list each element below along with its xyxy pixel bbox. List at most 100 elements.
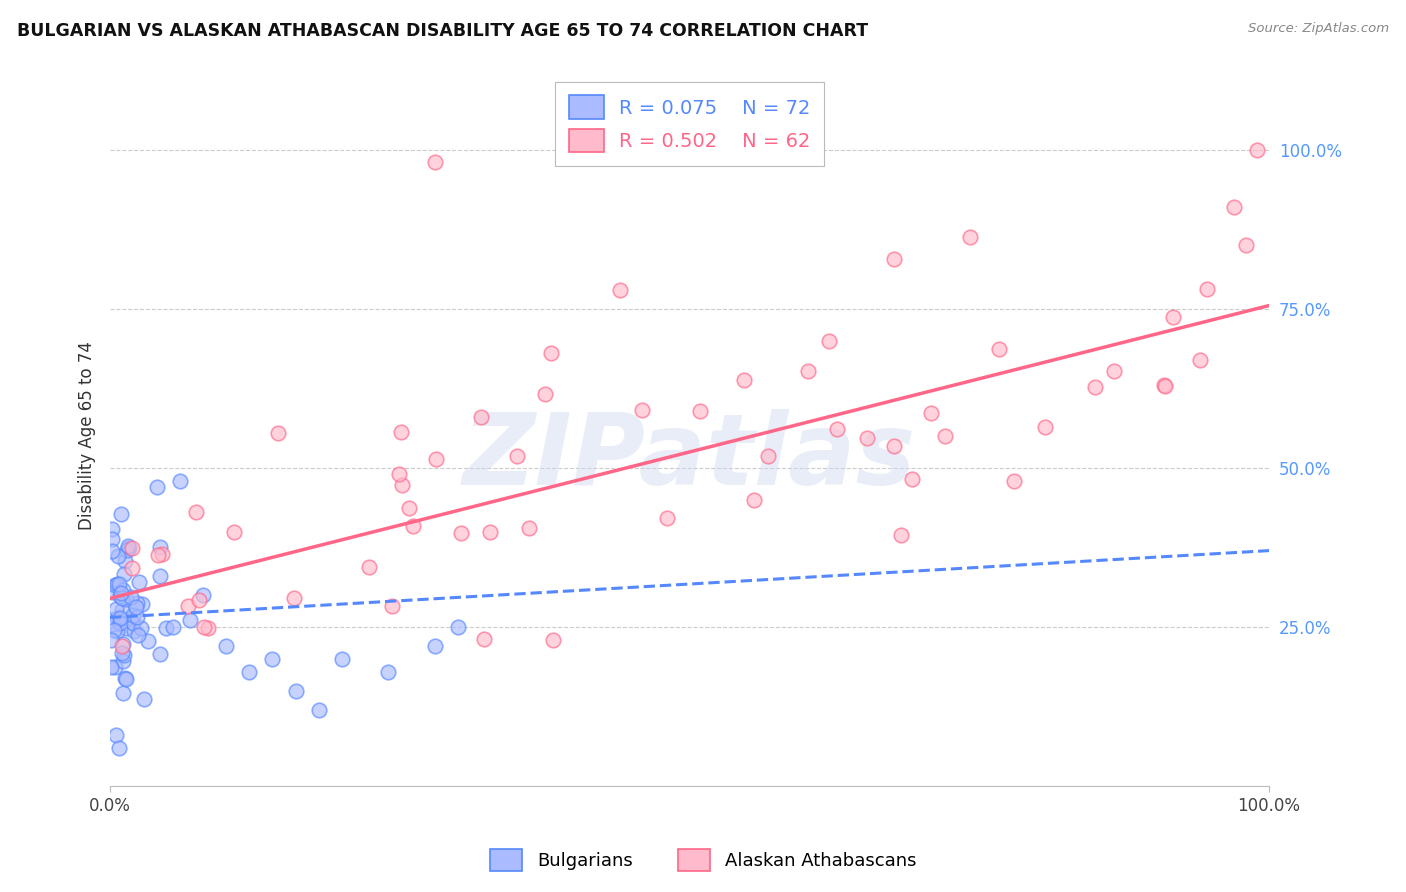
Point <box>150 547 173 561</box>
Point <box>107 549 129 564</box>
Point <box>108 589 131 603</box>
Point <box>146 548 169 562</box>
Point <box>100 532 122 546</box>
Point <box>100 632 122 647</box>
Point <box>1195 282 1218 296</box>
Point <box>402 519 425 533</box>
Point <box>111 591 134 605</box>
Point <box>1246 143 1268 157</box>
Point <box>215 639 238 653</box>
Point <box>479 525 502 540</box>
Point <box>110 507 132 521</box>
Point <box>900 472 922 486</box>
Point <box>391 478 413 492</box>
Point <box>817 334 839 348</box>
Point <box>108 577 131 591</box>
Point <box>105 577 128 591</box>
Point <box>191 588 214 602</box>
Point <box>1153 378 1175 392</box>
Point <box>389 425 412 439</box>
Point <box>756 450 779 464</box>
Point <box>108 615 131 630</box>
Point <box>517 521 540 535</box>
Point <box>447 620 470 634</box>
Y-axis label: Disability Age 65 to 74: Disability Age 65 to 74 <box>79 342 96 531</box>
Point <box>111 639 134 653</box>
Point <box>505 449 527 463</box>
Point <box>797 364 820 378</box>
Point <box>136 633 159 648</box>
Point <box>108 610 131 624</box>
Point <box>111 582 134 597</box>
Point <box>330 652 353 666</box>
Point <box>959 230 981 244</box>
Point <box>1163 310 1185 324</box>
Point <box>425 451 447 466</box>
Point <box>398 501 420 516</box>
Point <box>100 660 122 674</box>
Point <box>742 492 765 507</box>
Point <box>1234 238 1257 252</box>
Point <box>111 637 134 651</box>
Text: ZIPatlas: ZIPatlas <box>463 409 917 506</box>
Point <box>689 404 711 418</box>
Point <box>187 592 209 607</box>
Point <box>1188 352 1211 367</box>
Point <box>470 409 492 424</box>
Point <box>197 621 219 635</box>
Point <box>148 568 170 582</box>
Point <box>423 639 446 653</box>
Point <box>890 528 912 542</box>
Point <box>104 578 127 592</box>
Point <box>122 615 145 630</box>
Point <box>115 543 138 558</box>
Point <box>112 648 135 663</box>
Point <box>1102 364 1125 378</box>
Point <box>238 665 260 679</box>
Point <box>111 654 134 668</box>
Point <box>121 560 143 574</box>
Point <box>145 480 167 494</box>
Point <box>101 616 124 631</box>
Point <box>284 683 307 698</box>
Point <box>184 505 207 519</box>
Point <box>423 155 446 169</box>
Point <box>108 612 131 626</box>
Point <box>609 283 631 297</box>
Point <box>655 510 678 524</box>
Point <box>179 613 201 627</box>
Point <box>155 621 177 635</box>
Point <box>381 599 404 613</box>
Point <box>114 672 136 686</box>
Point <box>117 539 139 553</box>
Point <box>825 422 848 436</box>
Point <box>120 590 142 604</box>
Point <box>308 703 330 717</box>
Point <box>177 599 200 613</box>
Point <box>388 467 411 482</box>
Point <box>127 628 149 642</box>
Point <box>883 252 905 267</box>
Point <box>920 406 942 420</box>
Point <box>1223 200 1246 214</box>
Point <box>114 554 136 568</box>
Point <box>856 431 879 445</box>
Point <box>1002 474 1025 488</box>
Point <box>104 602 127 616</box>
Point <box>114 592 136 607</box>
Point <box>169 474 191 488</box>
Point <box>262 652 284 666</box>
Point <box>267 426 290 441</box>
Point <box>100 585 122 599</box>
Point <box>110 585 132 599</box>
Point <box>128 574 150 589</box>
Legend: R = 0.075    N = 72, R = 0.502    N = 62: R = 0.075 N = 72, R = 0.502 N = 62 <box>555 82 824 166</box>
Point <box>162 620 184 634</box>
Legend: Bulgarians, Alaskan Athabascans: Bulgarians, Alaskan Athabascans <box>482 842 924 879</box>
Point <box>134 692 156 706</box>
Point <box>104 660 127 674</box>
Point <box>121 607 143 622</box>
Point <box>103 623 125 637</box>
Point <box>131 597 153 611</box>
Point <box>1084 379 1107 393</box>
